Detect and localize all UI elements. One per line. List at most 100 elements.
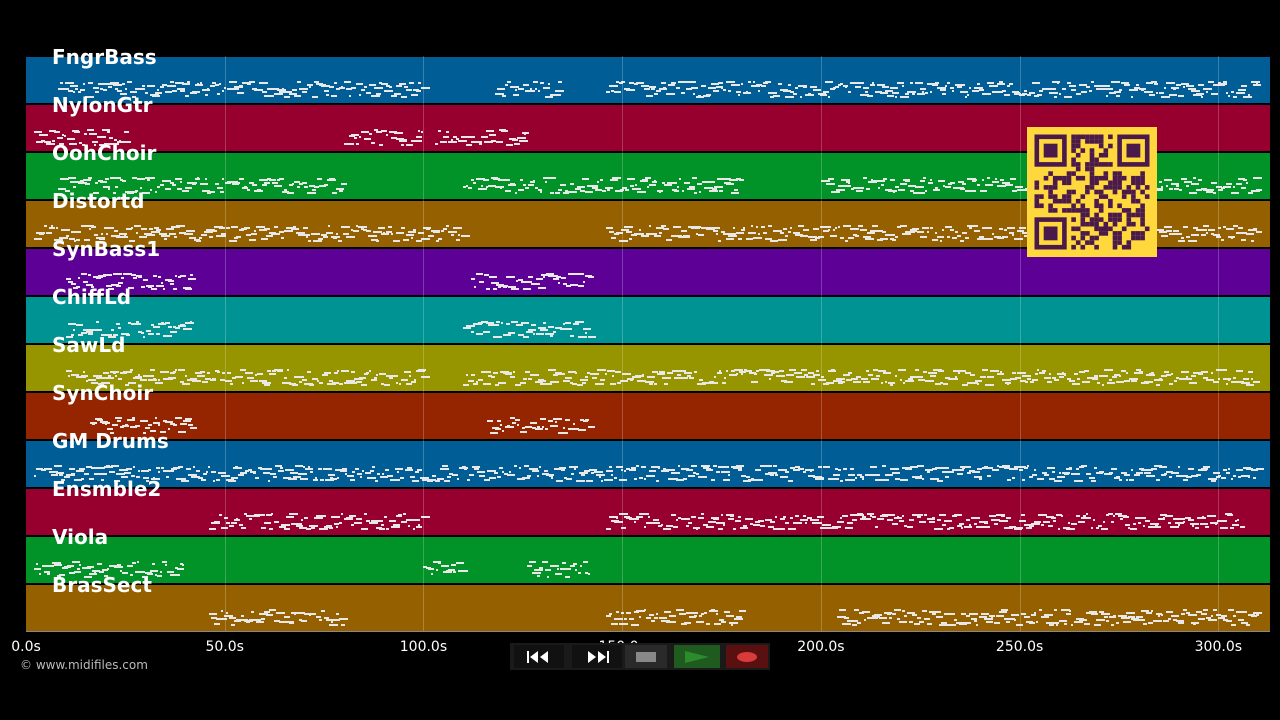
midi-note: [257, 467, 262, 469]
qr-code-icon[interactable]: [1027, 127, 1157, 257]
record-button[interactable]: [726, 645, 768, 668]
midi-note: [621, 81, 626, 83]
midi-note: [294, 95, 302, 97]
midi-note: [631, 624, 640, 626]
midi-note: [621, 229, 630, 231]
midi-note: [194, 372, 202, 374]
midi-note: [777, 528, 785, 530]
midi-note: [189, 92, 197, 94]
midi-note: [638, 229, 641, 231]
play-button[interactable]: [674, 645, 720, 668]
midi-note: [61, 134, 64, 136]
midi-note: [1109, 379, 1113, 381]
midi-note: [721, 621, 727, 623]
midi-note: [1172, 518, 1180, 520]
midi-note: [102, 186, 110, 188]
midi-note: [555, 90, 565, 92]
fast-forward-button[interactable]: [572, 645, 622, 668]
midi-note: [1051, 81, 1060, 83]
midi-note: [41, 140, 46, 142]
midi-note: [942, 229, 945, 231]
midi-note: [833, 380, 843, 382]
midi-note: [688, 616, 696, 618]
midi-note: [703, 95, 711, 97]
midi-note: [106, 233, 109, 235]
midi-note: [1036, 521, 1041, 523]
midi-note: [110, 284, 119, 286]
midi-note: [609, 383, 616, 385]
midi-note: [1208, 379, 1215, 381]
midi-note: [1011, 614, 1020, 616]
midi-note: [536, 475, 539, 477]
midi-note: [1228, 379, 1231, 381]
midi-note: [242, 472, 247, 474]
midi-note: [71, 561, 80, 563]
midi-note: [566, 478, 573, 480]
midi-note: [621, 469, 624, 471]
midi-note: [983, 522, 988, 524]
midi-note: [793, 372, 802, 374]
midi-note: [952, 370, 960, 372]
midi-note: [138, 331, 143, 333]
midi-note: [1113, 91, 1121, 93]
midi-note: [525, 331, 533, 333]
midi-note: [597, 369, 603, 371]
stop-button[interactable]: [625, 645, 667, 668]
midi-note: [982, 179, 985, 181]
midi-note: [235, 466, 239, 468]
midi-note: [82, 83, 85, 85]
midi-note: [180, 423, 188, 425]
midi-note: [800, 96, 803, 98]
midi-note: [1054, 379, 1060, 381]
midi-note: [371, 379, 378, 381]
midi-note: [455, 138, 459, 140]
midi-note: [65, 370, 72, 372]
midi-note: [315, 477, 318, 479]
midi-note: [1099, 375, 1109, 377]
midi-note: [147, 379, 157, 381]
midi-note: [46, 573, 50, 575]
midi-note: [624, 189, 629, 191]
midi-note: [1125, 612, 1135, 614]
midi-note: [281, 88, 284, 90]
midi-note: [511, 139, 518, 141]
midi-note: [720, 514, 723, 516]
midi-note: [180, 324, 186, 326]
midi-note: [246, 234, 252, 236]
midi-note: [1205, 379, 1208, 381]
midi-note: [817, 466, 822, 468]
midi-note: [713, 90, 720, 92]
midi-note: [570, 284, 579, 286]
midi-note: [479, 475, 486, 477]
midi-note: [192, 183, 197, 185]
midi-note: [845, 86, 848, 88]
midi-note: [860, 229, 868, 231]
midi-note: [612, 375, 615, 377]
midi-note: [77, 182, 87, 184]
midi-note: [499, 467, 504, 469]
midi-note: [659, 191, 662, 193]
midi-note: [33, 475, 36, 477]
midi-note: [560, 277, 566, 279]
midi-note: [1068, 522, 1071, 524]
midi-note: [922, 177, 926, 179]
midi-note: [792, 93, 797, 95]
midi-note: [909, 621, 914, 623]
midi-note: [978, 616, 987, 618]
midi-note: [829, 527, 835, 529]
midi-note: [974, 87, 984, 89]
midi-note: [555, 421, 558, 423]
midi-note: [835, 378, 845, 380]
rewind-button[interactable]: [514, 645, 564, 668]
midi-note: [920, 376, 924, 378]
midi-note: [333, 523, 339, 525]
midi-note: [38, 134, 48, 136]
midi-note: [887, 382, 894, 384]
midi-note: [1198, 84, 1205, 86]
midi-note: [373, 129, 378, 131]
midi-note: [894, 478, 899, 480]
midi-note: [264, 95, 272, 97]
midi-note: [865, 238, 874, 240]
midi-note: [491, 470, 496, 472]
midi-note: [316, 616, 322, 618]
